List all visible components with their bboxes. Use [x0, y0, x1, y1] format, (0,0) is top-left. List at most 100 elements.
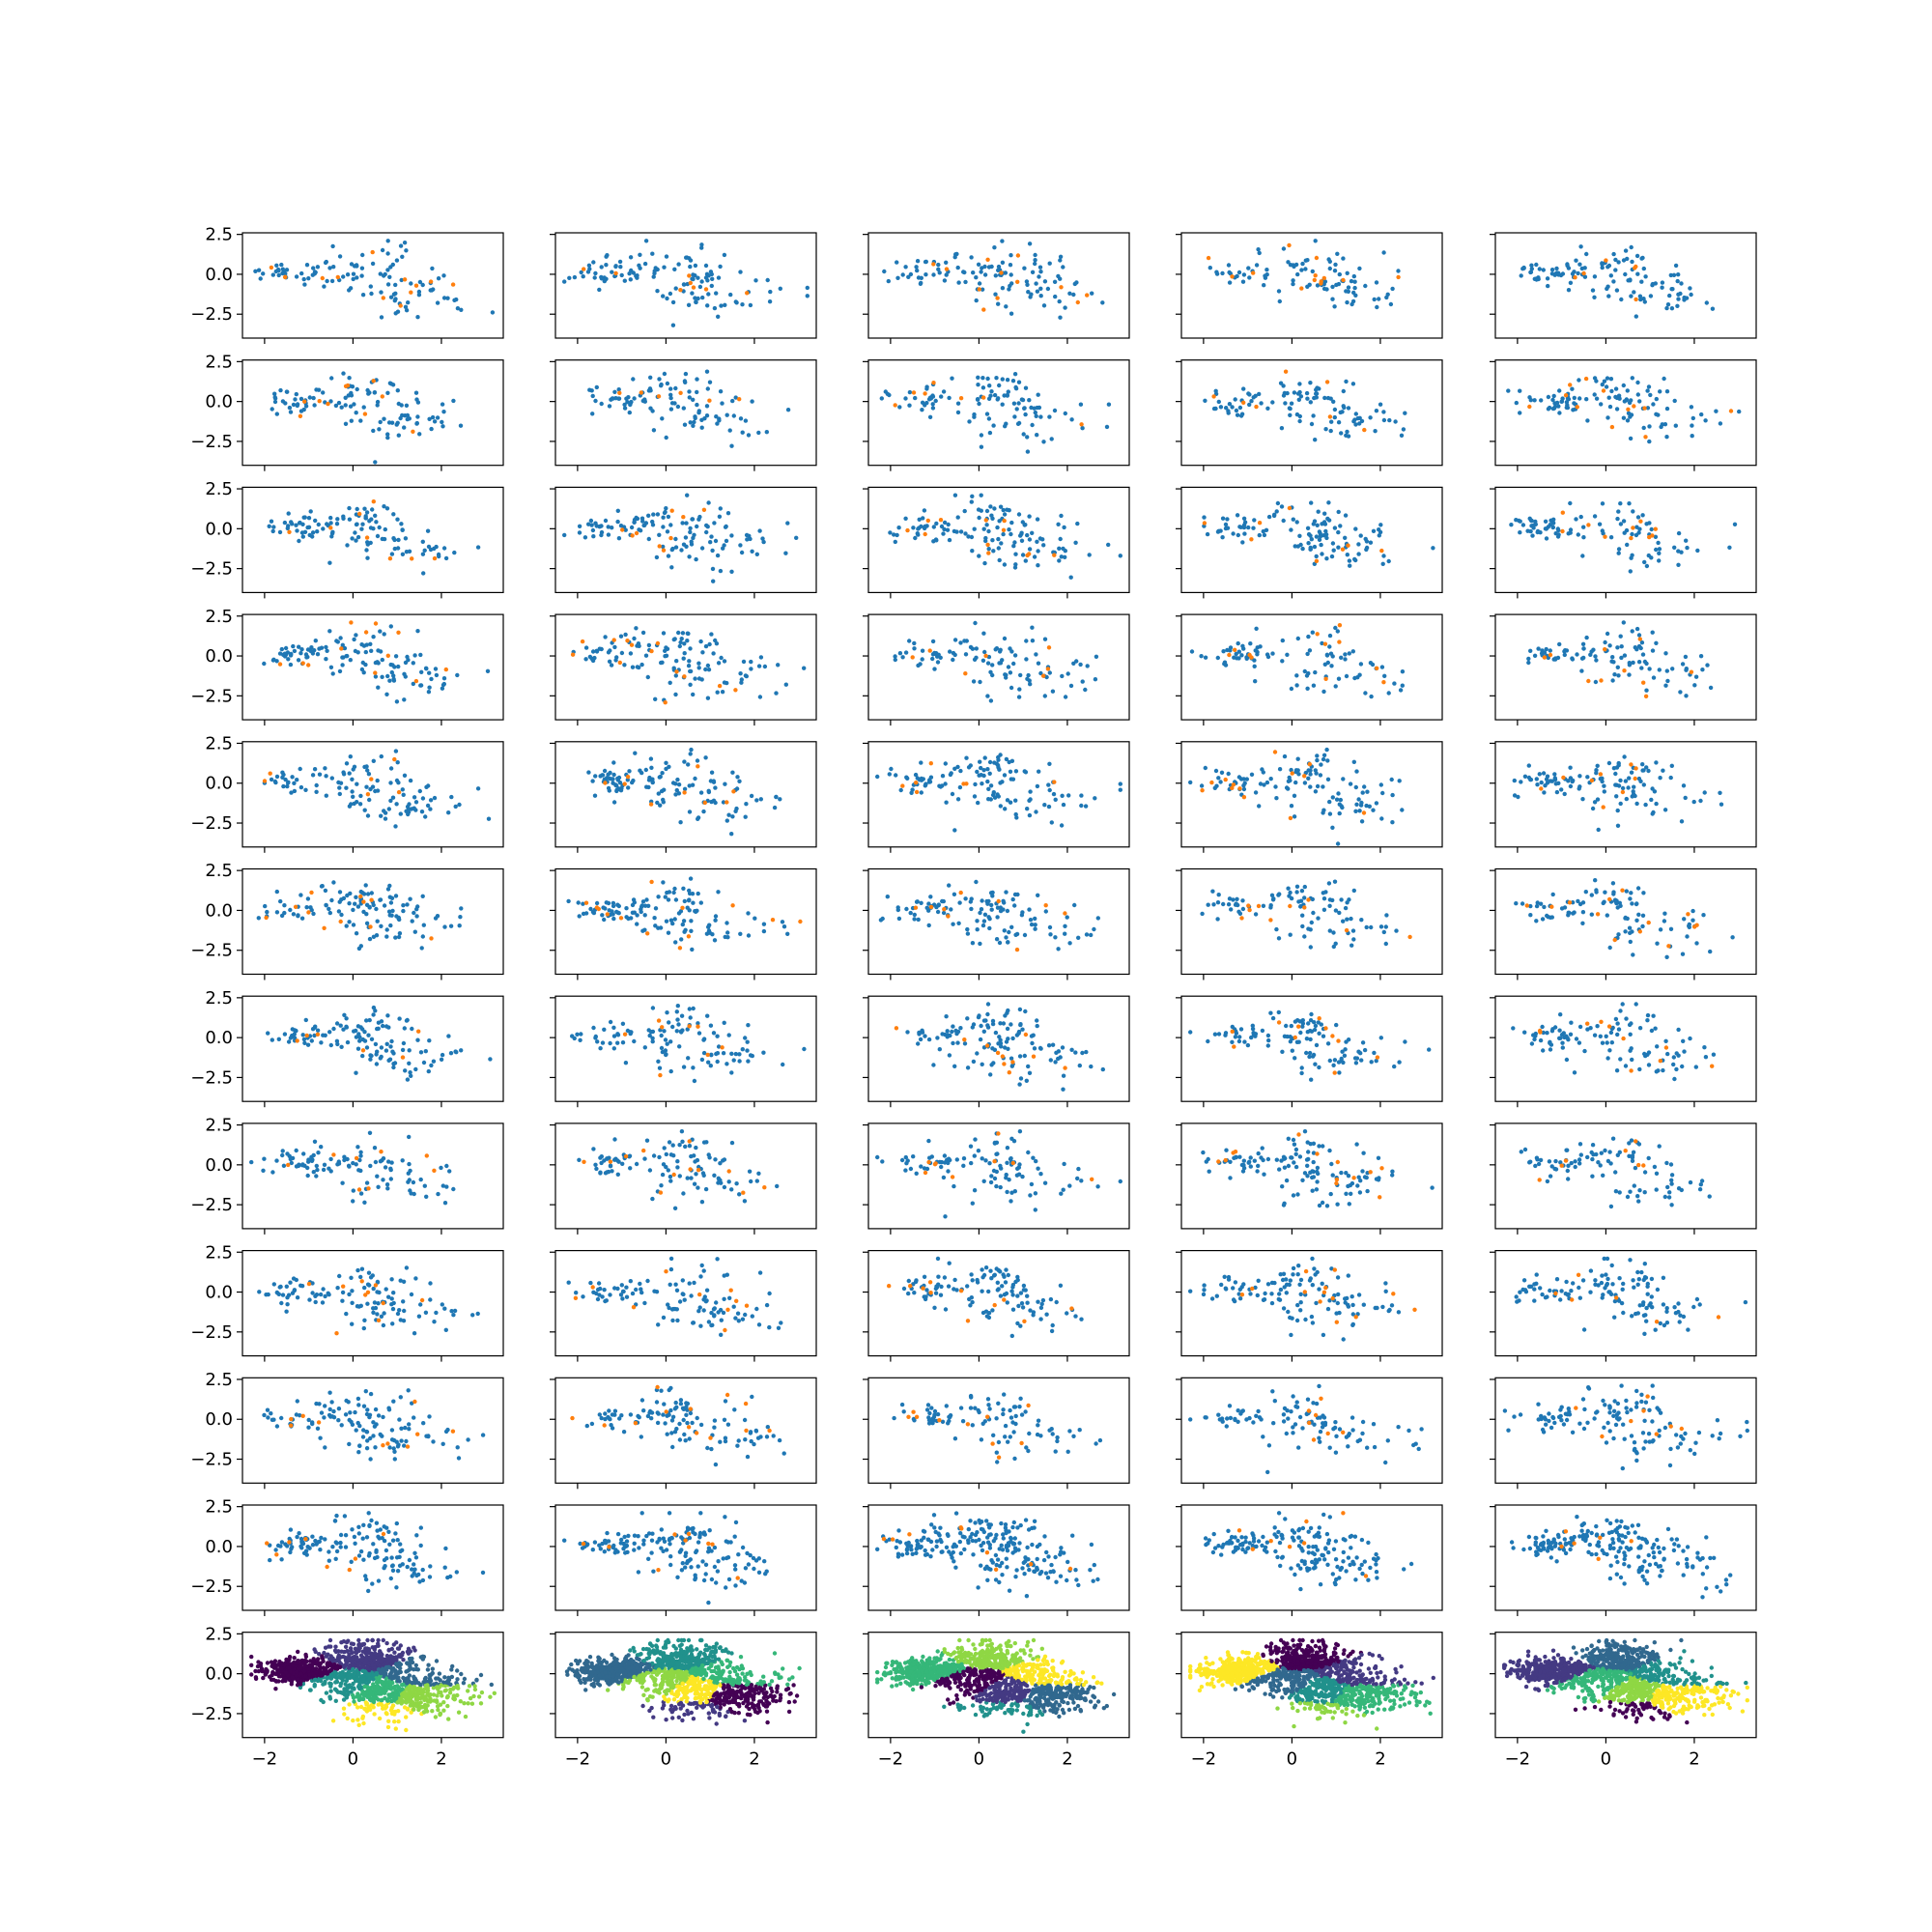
data-point: [729, 832, 734, 837]
data-point: [598, 1046, 603, 1051]
data-point: [1022, 266, 1027, 270]
highlight-point: [914, 789, 920, 795]
data-point: [701, 1173, 706, 1179]
data-point: [1392, 1064, 1397, 1069]
data-point: [958, 1026, 963, 1031]
data-point: [337, 791, 342, 797]
data-point: [704, 404, 710, 409]
data-point: [402, 241, 408, 245]
data-point: [1549, 915, 1555, 920]
data-point: [914, 265, 919, 270]
data-point: [1288, 1035, 1293, 1039]
data-point: [577, 914, 582, 919]
data-point: [261, 1168, 266, 1174]
highlight-point: [1601, 805, 1605, 810]
data-point: [1689, 292, 1693, 298]
data-point: [981, 631, 986, 636]
data-point: [349, 418, 354, 423]
data-point: [1281, 1203, 1287, 1208]
highlight-point: [996, 1131, 1001, 1136]
data-point: [1656, 540, 1661, 546]
highlight-point: [905, 527, 910, 533]
data-point: [1611, 251, 1616, 257]
data-point: [722, 1157, 727, 1162]
data-point: [376, 648, 381, 653]
data-point: [347, 505, 352, 511]
data-point: [650, 780, 655, 784]
data-point: [425, 803, 431, 809]
data-point: [1063, 305, 1067, 310]
data-point: [1016, 380, 1022, 384]
data-point: [365, 813, 371, 818]
data-point: [1002, 928, 1008, 933]
data-point: [637, 263, 641, 268]
data-point: [1545, 774, 1550, 779]
highlight-point: [981, 307, 986, 312]
data-point: [994, 937, 1000, 942]
data-point: [1058, 536, 1063, 542]
data-point: [924, 905, 929, 910]
data-point: [908, 271, 914, 277]
data-point: [337, 785, 342, 790]
data-point: [1597, 522, 1603, 526]
data-point: [992, 1140, 998, 1146]
data-point: [971, 270, 976, 275]
data-point: [996, 264, 1002, 270]
data-point: [1261, 528, 1266, 534]
data-point: [647, 775, 652, 781]
highlight-point: [1288, 903, 1293, 909]
data-point: [583, 657, 588, 662]
data-point: [1351, 888, 1357, 894]
highlight-point: [1647, 534, 1652, 540]
data-point: [1244, 656, 1249, 661]
data-point: [1354, 1142, 1359, 1147]
data-point: [330, 243, 335, 249]
data-point: [600, 913, 605, 918]
data-point: [1616, 547, 1622, 552]
data-point: [1241, 516, 1247, 521]
data-point: [688, 264, 693, 270]
axes-frame: [242, 613, 504, 721]
data-point: [931, 1063, 936, 1067]
data-point: [1549, 1029, 1555, 1034]
data-point: [1556, 272, 1561, 277]
data-point: [1118, 1179, 1123, 1184]
data-point: [654, 554, 660, 560]
data-point: [1069, 417, 1074, 422]
data-point: [1662, 911, 1667, 916]
data-point: [1378, 523, 1383, 527]
data-point: [1228, 1176, 1233, 1180]
data-point: [615, 1040, 620, 1045]
data-point: [317, 772, 323, 777]
data-point: [1297, 413, 1303, 419]
data-point: [1259, 401, 1264, 406]
data-point: [682, 898, 687, 904]
data-point: [1613, 782, 1618, 787]
data-point: [1596, 827, 1601, 833]
data-point: [897, 651, 903, 656]
data-point: [894, 773, 898, 778]
data-point: [1558, 1012, 1563, 1017]
data-point: [622, 406, 628, 411]
data-point: [592, 275, 597, 280]
data-point: [1634, 314, 1639, 319]
data-point: [1012, 540, 1017, 545]
data-point: [1618, 1009, 1623, 1013]
data-point: [1077, 1063, 1083, 1068]
data-point: [400, 1047, 406, 1053]
data-point: [358, 418, 363, 423]
data-point: [662, 371, 668, 377]
data-point: [441, 681, 446, 687]
data-point: [671, 666, 676, 670]
data-point: [1345, 270, 1350, 275]
data-point: [392, 546, 397, 552]
data-point: [1028, 295, 1033, 299]
data-point: [703, 1186, 709, 1192]
data-point: [1234, 651, 1238, 657]
highlight-point: [365, 792, 371, 797]
data-point: [1240, 906, 1246, 912]
highlight-point: [656, 1018, 662, 1023]
data-point: [681, 1065, 687, 1069]
data-point: [395, 309, 401, 314]
data-point: [1590, 288, 1596, 293]
